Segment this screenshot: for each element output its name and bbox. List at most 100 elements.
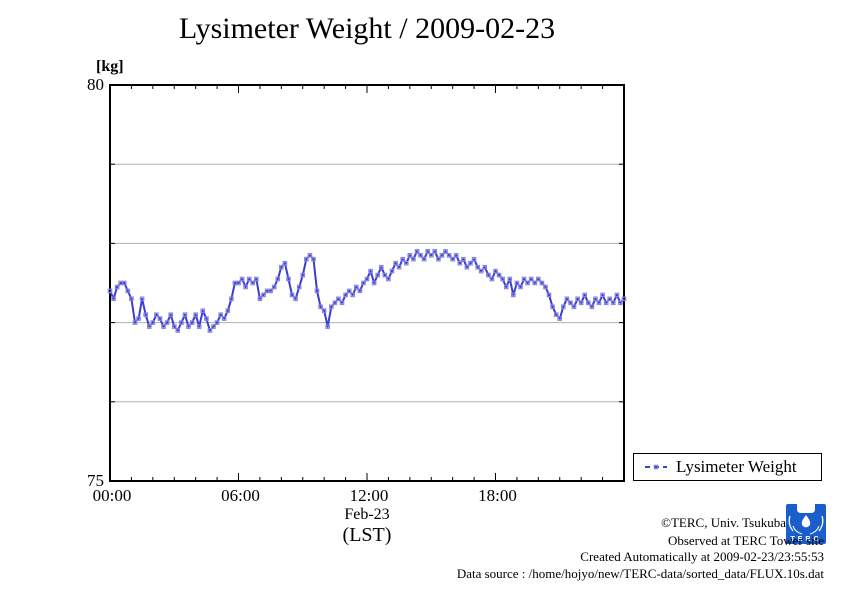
series-marker	[343, 292, 348, 298]
series-marker	[396, 264, 402, 270]
series-marker	[528, 276, 534, 282]
series-marker	[453, 253, 459, 258]
series-marker	[114, 284, 120, 290]
series-marker	[307, 253, 313, 258]
series-marker	[475, 264, 481, 270]
series-marker	[429, 253, 434, 258]
series-marker	[575, 296, 580, 302]
series-marker	[571, 304, 577, 310]
series-marker	[614, 292, 620, 298]
x-axis-timezone-label: (LST)	[342, 524, 392, 546]
chart-title: Lysimeter Weight / 2009-02-23	[178, 12, 556, 45]
series-marker	[200, 308, 206, 314]
series-marker	[182, 312, 188, 318]
series-marker	[600, 292, 605, 298]
y-axis-unit-label: [kg]	[96, 58, 124, 75]
series-marker	[539, 280, 545, 286]
series-marker	[125, 288, 131, 294]
credit-copyright: ©TERC, Univ. Tsukuba	[661, 515, 786, 530]
series-marker	[493, 268, 498, 274]
plot-frame	[109, 84, 625, 482]
series-marker	[400, 256, 406, 262]
series-marker	[418, 253, 423, 258]
series-marker	[179, 320, 184, 325]
series-marker	[486, 272, 491, 278]
series-marker	[482, 264, 488, 270]
series-marker	[314, 288, 320, 294]
x-tick-label: 06:00	[221, 486, 260, 505]
series-line	[109, 250, 625, 332]
series-marker	[507, 276, 513, 282]
y-tick-label: 80	[87, 75, 104, 94]
series-marker	[136, 316, 141, 321]
series-marker	[535, 276, 541, 282]
series-marker	[525, 280, 530, 286]
series-marker	[225, 308, 231, 314]
series-marker	[478, 268, 484, 274]
series-marker	[368, 268, 373, 274]
series-marker	[386, 276, 391, 282]
series-marker	[286, 276, 291, 282]
series-marker	[161, 324, 166, 329]
series-marker	[229, 296, 234, 302]
series-marker	[518, 284, 523, 290]
series-line-sample-icon	[645, 464, 667, 470]
series-marker	[325, 324, 331, 329]
series-marker	[268, 288, 273, 294]
series-marker	[514, 280, 520, 286]
series-marker	[521, 276, 527, 282]
series-marker	[346, 288, 352, 294]
series-marker	[275, 276, 281, 282]
series-marker	[550, 304, 555, 310]
series-marker	[354, 284, 359, 290]
series-marker	[289, 292, 295, 298]
series-marker	[621, 296, 627, 302]
series-marker	[446, 253, 452, 258]
series-marker	[300, 272, 306, 278]
series-marker	[610, 300, 616, 306]
series-marker	[175, 328, 181, 333]
series-marker	[393, 260, 398, 266]
series-marker	[457, 260, 463, 266]
series-marker	[193, 312, 199, 318]
series-marker	[211, 324, 216, 329]
series-marker	[279, 264, 284, 270]
x-axis-date-label: Feb-23	[344, 506, 390, 523]
series-marker	[339, 300, 345, 306]
series-marker	[189, 320, 195, 325]
terc-logo: TERC	[786, 504, 826, 544]
series-marker	[489, 276, 495, 282]
series-marker	[293, 296, 298, 302]
series-marker	[147, 324, 152, 329]
svg-text:TERC: TERC	[790, 536, 821, 543]
series-marker	[132, 320, 138, 325]
series-marker	[221, 316, 227, 321]
series-marker	[311, 256, 316, 262]
series-marker	[186, 324, 191, 329]
series-marker	[214, 320, 220, 325]
series-marker	[250, 280, 256, 286]
series-marker	[496, 272, 502, 278]
series-marker	[421, 256, 427, 262]
series-marker	[425, 249, 431, 254]
x-tick-label: 12:00	[349, 486, 389, 505]
series-marker	[361, 280, 366, 286]
legend-label: Lysimeter Weight	[676, 457, 797, 476]
series-marker	[321, 308, 327, 314]
series-marker	[589, 304, 595, 310]
series-marker	[246, 276, 252, 282]
legend: Lysimeter Weight	[633, 453, 822, 481]
series-marker	[318, 304, 323, 310]
series-marker	[239, 276, 245, 282]
series-marker	[329, 304, 334, 310]
series-marker	[436, 256, 441, 262]
series-marker	[503, 284, 509, 290]
series-marker	[404, 260, 409, 266]
series-marker	[257, 296, 263, 302]
series-marker	[389, 268, 395, 274]
x-tick-label: 18:00	[478, 486, 517, 505]
series-marker	[582, 292, 588, 298]
series-marker	[196, 324, 202, 329]
series-marker	[157, 316, 163, 321]
series-marker	[568, 300, 573, 306]
